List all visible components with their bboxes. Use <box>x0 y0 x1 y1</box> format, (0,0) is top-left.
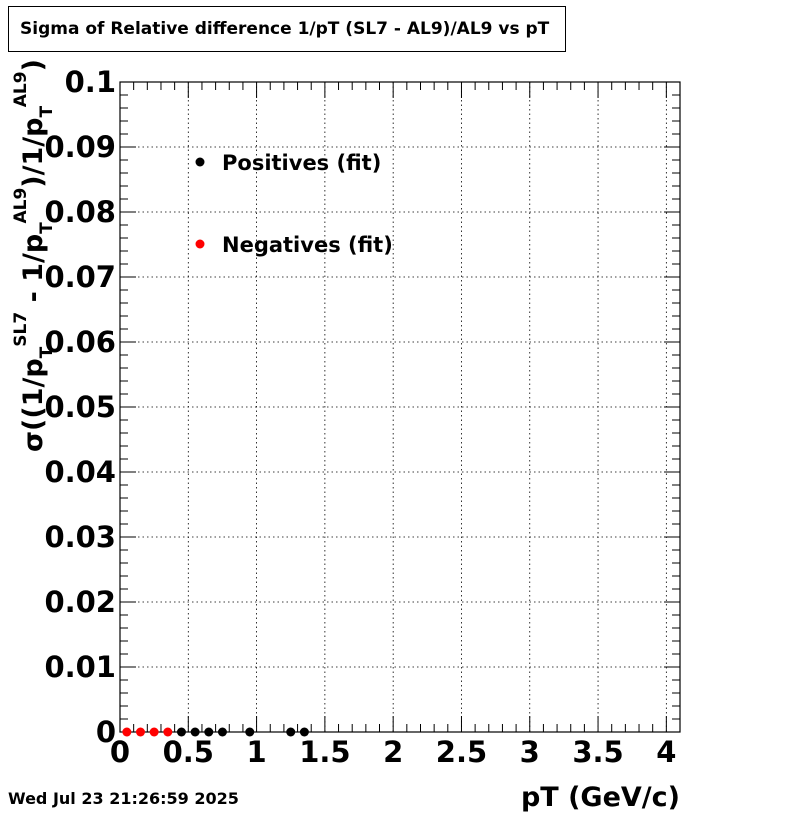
y-tick-label: 0.03 <box>44 520 116 554</box>
timestamp: Wed Jul 23 21:26:59 2025 <box>8 789 239 808</box>
x-tick-label: 1.5 <box>299 735 350 769</box>
grid-lines <box>120 82 680 732</box>
data-point <box>122 727 132 737</box>
x-tick-label: 0.5 <box>163 735 214 769</box>
y-tick-label: 0.1 <box>65 65 116 99</box>
axis-ticks <box>119 81 681 733</box>
data-point <box>286 727 296 737</box>
data-point <box>149 727 159 737</box>
data-point <box>135 727 145 737</box>
data-point <box>217 727 227 737</box>
y-axis-title: σ((1/pTSL7 - 1/pTAL9)/1/pTAL9) <box>11 59 57 452</box>
chart-title: Sigma of Relative difference 1/pT (SL7 -… <box>8 6 566 52</box>
x-tick-label: 1 <box>246 735 266 769</box>
data-point <box>245 727 255 737</box>
data-point <box>163 727 173 737</box>
x-tick-label: 4 <box>656 735 676 769</box>
y-tick-label: 0.06 <box>44 325 116 359</box>
y-tick-labels: 0 0.01 0.02 0.03 0.04 0.05 0.06 0.07 0.08 0.09 0.1 <box>44 65 116 749</box>
legend-marker <box>195 239 205 249</box>
y-tick-label: 0.01 <box>44 650 116 684</box>
data-points <box>122 727 309 737</box>
x-axis-title: pT (GeV/c) <box>521 782 680 813</box>
y-tick-label: 0.09 <box>44 130 116 164</box>
data-point <box>204 727 214 737</box>
y-tick-label: 0.04 <box>44 455 116 489</box>
y-tick-label: 0.05 <box>44 390 116 424</box>
y-tick-label: 0.07 <box>44 260 116 294</box>
y-tick-label: 0.02 <box>44 585 116 619</box>
data-point <box>299 727 309 737</box>
x-tick-label: 0 <box>110 735 130 769</box>
data-point <box>190 727 200 737</box>
legend-marker <box>195 157 205 167</box>
x-tick-label: 3.5 <box>572 735 623 769</box>
y-tick-label: 0 <box>96 715 116 749</box>
legend-label: Positives (fit) <box>222 151 381 175</box>
x-tick-label: 3 <box>520 735 540 769</box>
legend: Positives (fit) Negatives (fit) <box>195 151 393 257</box>
y-axis-title-text: σ((1/pTSL7 - 1/pTAL9)/1/pTAL9) <box>11 59 57 452</box>
x-tick-labels: 0 0.5 1 1.5 2 2.5 3 3.5 4 <box>110 735 677 769</box>
x-tick-label: 2 <box>383 735 403 769</box>
data-point <box>176 727 186 737</box>
legend-label: Negatives (fit) <box>222 233 393 257</box>
x-tick-label: 2.5 <box>436 735 487 769</box>
y-tick-label: 0.08 <box>44 195 116 229</box>
